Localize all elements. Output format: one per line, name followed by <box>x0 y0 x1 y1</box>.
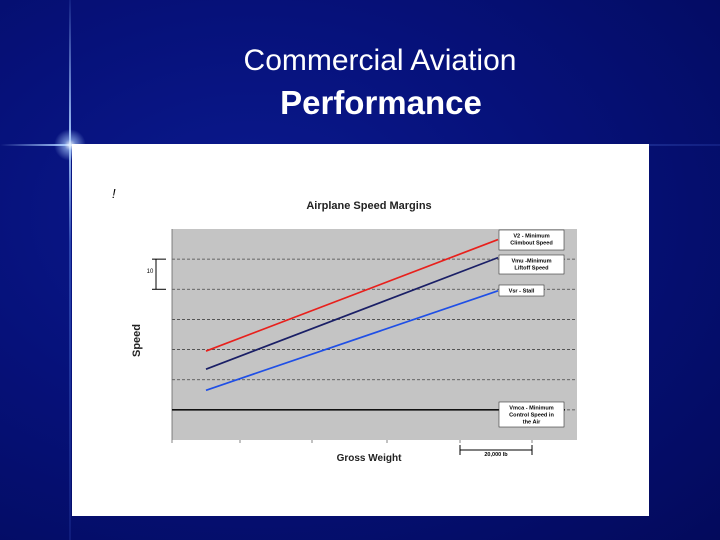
chart-figure: ! Airplane Speed Margins Speed Gross Weight… <box>72 144 649 516</box>
light-flare-vertical <box>69 0 71 540</box>
speed-margins-chart: ! Airplane Speed Margins Speed Gross Weight… <box>112 186 577 464</box>
corner-mark: ! <box>112 186 116 201</box>
series-label-box-0 <box>498 229 565 251</box>
series-label-box-2 <box>498 284 545 297</box>
series-label-box-1 <box>498 254 565 275</box>
x-axis-label: Gross Weight <box>337 453 402 464</box>
y-scale-label: 10 <box>147 269 154 275</box>
chart-title: Airplane Speed Margins <box>306 200 431 212</box>
series-label-2: Vsr - Stall <box>509 289 535 295</box>
series-line-1 <box>205 256 499 370</box>
slide-subtitle: Performance <box>280 84 482 121</box>
x-scale-label: 20,000 lb <box>484 452 508 458</box>
series-label-box-3 <box>498 401 565 428</box>
slide-title: Commercial Aviation <box>243 44 517 77</box>
series-label-1: Vmu -Minimum Liftoff Speed <box>511 259 551 272</box>
series-label-3: Vmca - Minimum Control Speed in the Air <box>509 406 554 426</box>
series-line-2 <box>205 289 499 392</box>
series-line-0 <box>205 238 499 352</box>
series-label-0: V2 - Minimum Climbout Speed <box>510 234 553 247</box>
y-axis-label: Speed <box>131 324 143 357</box>
